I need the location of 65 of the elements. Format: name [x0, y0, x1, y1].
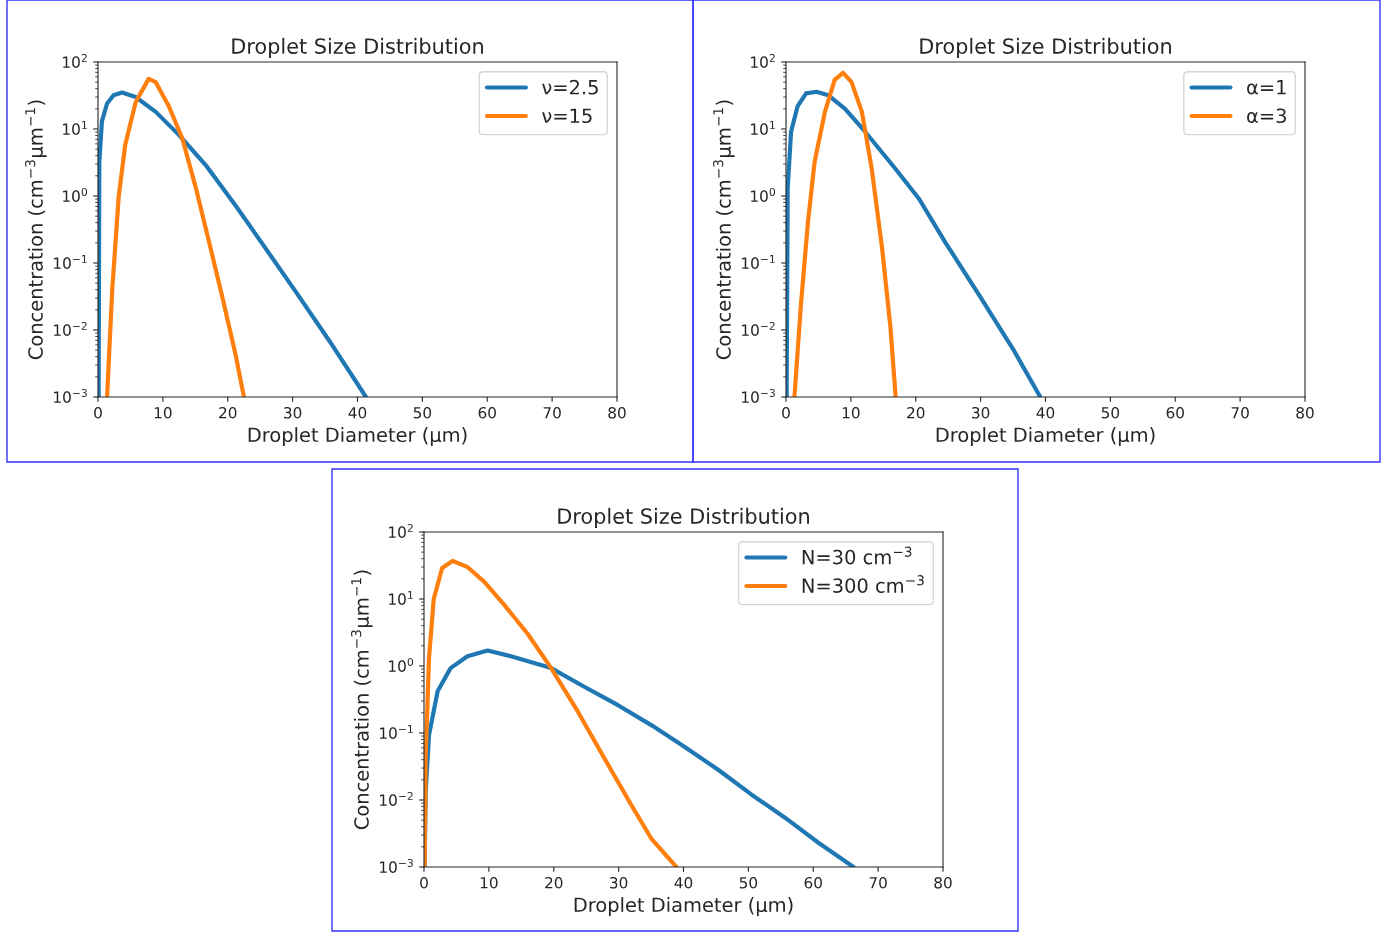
y-tick-label: 10$^{1}$ [63, 121, 87, 135]
y-tick-label: 10$^{−1}$ [380, 725, 413, 739]
y-axis-title: Concentration (cm$^{−3}$μm$^{−1}$) [25, 100, 47, 360]
y-tick-label: 10$^{2}$ [63, 53, 87, 68]
y-axis-title: Concentration (cm$^{−3}$μm$^{−1}$) [713, 100, 735, 360]
x-tick-label: 10 [842, 406, 860, 419]
y-tick-label: 10$^{−3}$ [54, 388, 87, 403]
line-series [98, 90, 369, 397]
x-tick-label: 80 [1296, 406, 1314, 419]
chart-title: Droplet Size Distribution [558, 507, 809, 528]
y-tick-label: 10$^{0}$ [63, 187, 88, 202]
y-tick-label: 10$^{−3}$ [742, 388, 775, 403]
x-axis-title: Droplet Diameter (μm) [936, 427, 1155, 446]
x-tick-label: 30 [284, 406, 302, 419]
y-tick-label: 10$^{2}$ [389, 523, 413, 538]
x-tick-label: 60 [1166, 406, 1184, 419]
y-tick-label: 10$^{1}$ [751, 121, 775, 135]
y-tick-label: 10$^{−2}$ [742, 321, 775, 336]
x-tick-label: 50 [413, 406, 432, 419]
line-series [786, 89, 1043, 397]
x-tick-label: 30 [972, 406, 990, 419]
x-tick-label: 20 [219, 406, 237, 419]
x-tick-label: 70 [543, 406, 561, 419]
legend-label: ν=2.5 [542, 79, 598, 95]
legend-label: ν=15 [542, 108, 592, 124]
y-tick-label: 10$^{2}$ [751, 53, 775, 68]
legend-label: α=3 [1247, 108, 1286, 124]
y-tick-label: 10$^{−1}$ [742, 255, 775, 269]
y-tick-label: 10$^{−2}$ [380, 791, 413, 806]
x-axis-title: Droplet Diameter (μm) [248, 427, 467, 446]
line-series [792, 70, 898, 397]
x-axis-title: Droplet Diameter (μm) [574, 897, 793, 916]
y-tick-label: 10$^{−3}$ [380, 858, 413, 873]
x-tick-label: 10 [154, 406, 172, 419]
x-tick-label: 50 [1101, 406, 1120, 419]
x-tick-label: 40 [674, 876, 693, 889]
line-series [104, 76, 247, 397]
x-tick-label: 10 [480, 876, 498, 889]
y-axis-title: Concentration (cm$^{−3}$μm$^{−1}$) [351, 570, 373, 830]
x-tick-label: 0 [782, 406, 790, 419]
x-tick-label: 20 [545, 876, 563, 889]
x-tick-label: 50 [739, 876, 758, 889]
x-tick-label: 80 [608, 406, 626, 419]
x-tick-label: 80 [934, 876, 952, 889]
chart-title: Droplet Size Distribution [920, 37, 1171, 58]
x-tick-label: 0 [420, 876, 428, 889]
y-tick-label: 10$^{0}$ [389, 657, 414, 672]
x-tick-label: 40 [1036, 406, 1055, 419]
y-tick-label: 10$^{−1}$ [54, 255, 87, 269]
legend-label: α=1 [1247, 80, 1286, 95]
x-tick-label: 0 [94, 406, 102, 419]
x-tick-label: 30 [610, 876, 628, 889]
line-series [424, 558, 679, 867]
x-tick-label: 70 [869, 876, 887, 889]
x-tick-label: 70 [1231, 406, 1249, 419]
chart-title: Droplet Size Distribution [232, 37, 483, 58]
y-tick-label: 10$^{1}$ [389, 591, 413, 605]
legend-label: N=300 cm$^{−3}$ [802, 575, 924, 593]
legend-label: N=30 cm$^{−3}$ [802, 546, 912, 565]
y-tick-label: 10$^{0}$ [751, 187, 776, 202]
x-tick-label: 20 [907, 406, 925, 419]
x-tick-label: 40 [348, 406, 367, 419]
x-tick-label: 60 [804, 876, 822, 889]
y-tick-label: 10$^{−2}$ [54, 321, 87, 336]
x-tick-label: 60 [478, 406, 496, 419]
